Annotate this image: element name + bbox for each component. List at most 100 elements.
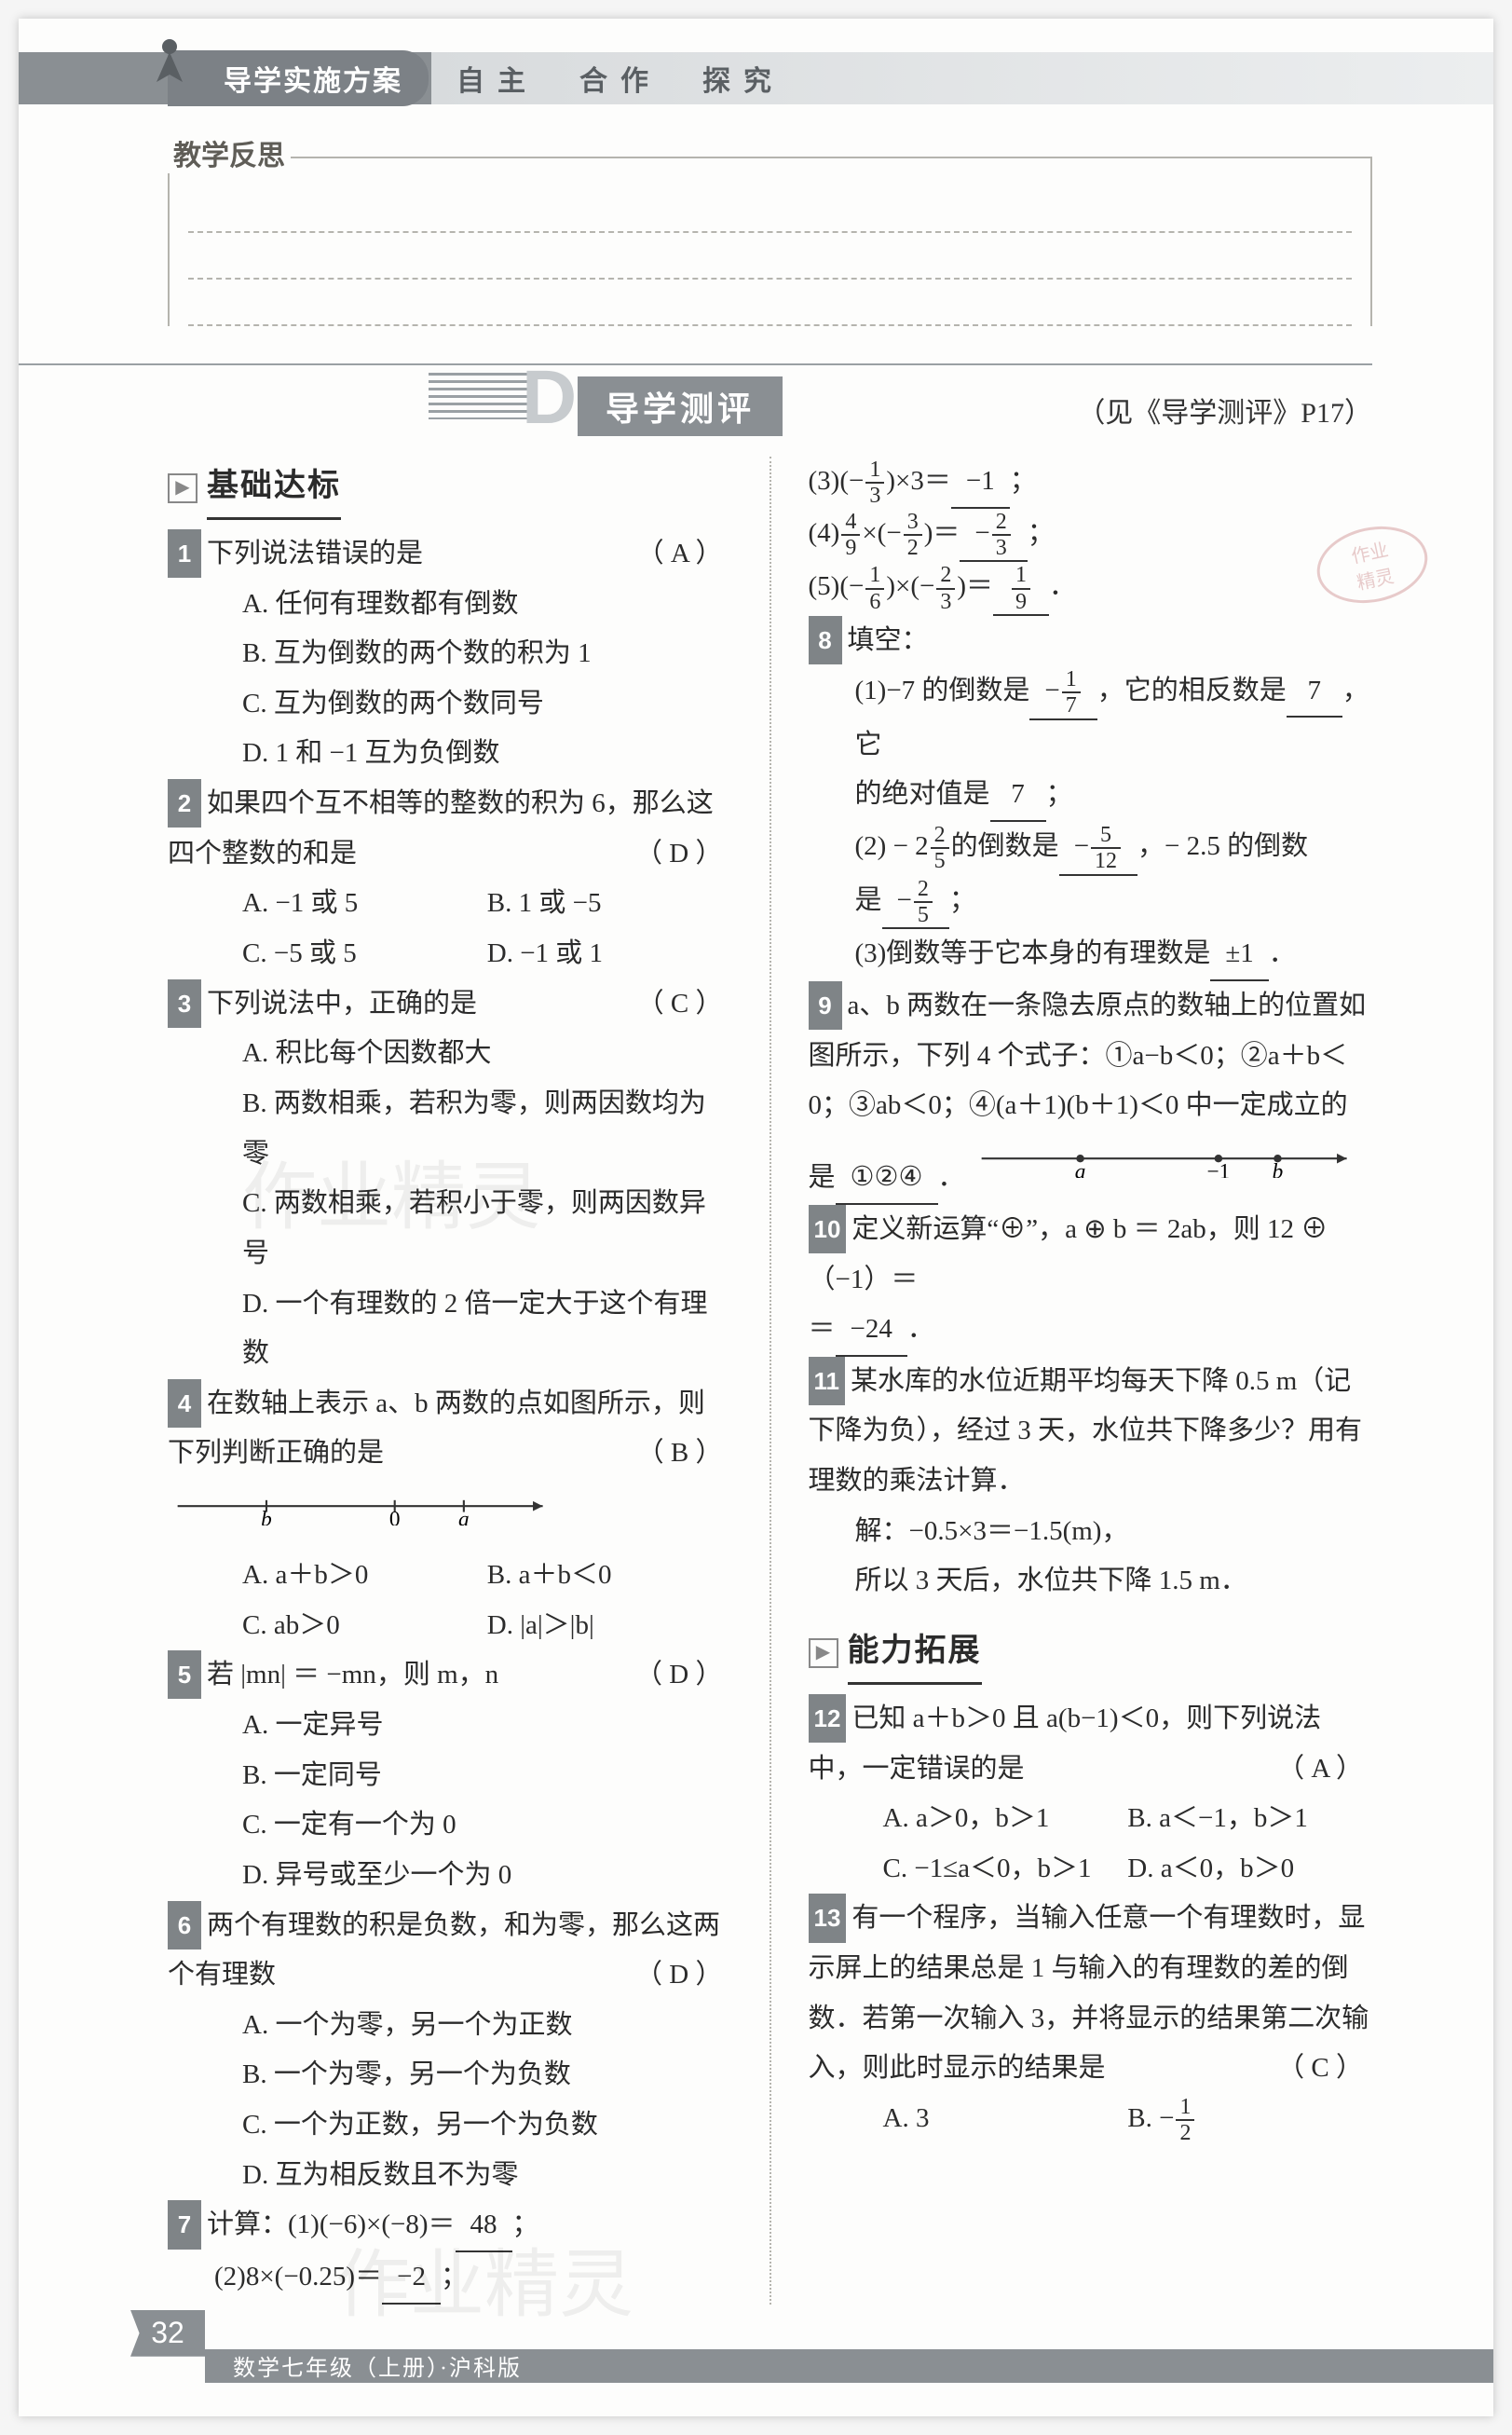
qnum-badge: 4 [168, 1379, 201, 1428]
q8-2: (2) − 225的倒数是−512，− 2.5 的倒数 是−25； [809, 822, 1373, 929]
qnum-badge: 8 [809, 616, 842, 664]
q7-a3: −1 [951, 457, 1010, 509]
section-header: D 导学测评 （见《导学测评》P17） [19, 363, 1372, 429]
q12-stem: 已知 a＋b＞0 且 a(b−1)＜0，则下列说法中，一定错误的是 [809, 1703, 1322, 1784]
q7-2: (2)8×(−0.25)＝−2； [168, 2252, 732, 2305]
qnum-badge: 11 [809, 1357, 846, 1405]
write-line [188, 186, 1352, 233]
section-title: 导学测评 [578, 376, 783, 436]
q10: 10定义新运算“⊕”，a ⊕ b ＝ 2ab，则 12 ⊕（−1）＝＝−24． [809, 1205, 1373, 1357]
q6-opt-a: A. 一个为零，另一个为正数 [168, 2001, 732, 2051]
q2-row2: C. −5 或 5 D. −1 或 1 [168, 929, 732, 979]
qnum-badge: 13 [809, 1894, 847, 1942]
q8-a1c: 7 [990, 770, 1046, 822]
q1-answer: （ A ） [637, 529, 732, 580]
q2-opt-c: C. −5 或 5 [242, 929, 487, 979]
q9: 9a、b 两数在一条隐去原点的数轴上的位置如图所示，下列 4 个式子：①a−b＜… [809, 981, 1373, 1205]
q12: 12已知 a＋b＞0 且 a(b−1)＜0，则下列说法中，一定错误的是（ A ）… [809, 1694, 1373, 1895]
q11-stem: 某水库的水位近期平均每天下降 0.5 m（记下降为负），经过 3 天，水位共下降… [809, 1366, 1363, 1496]
q4-opt-c: C. ab＞0 [242, 1601, 487, 1651]
q3-opt-b: B. 两数相乘，若积为零，则两因数均为零 [168, 1079, 732, 1179]
q12-opt-d: D. a＜0，b＞0 [1127, 1844, 1372, 1895]
page-number: 32 [130, 2310, 205, 2357]
q12-row2: C. −1≤a＜0，b＞1 D. a＜0，b＞0 [809, 1844, 1373, 1895]
stripes-icon [429, 373, 531, 419]
q13-opt-a: A. 3 [883, 2094, 1128, 2146]
q2: 2如果四个互不相等的整数的积为 6，那么这四个整数的和是（ D ） A. −1 … [168, 779, 732, 979]
q8-lead: 填空： [848, 625, 929, 655]
q7-right: (3)(−13)×3＝−1； (4)49×(−32)＝−23； (5)(−16)… [809, 457, 1373, 616]
q4-opt-b: B. a＋b＜0 [487, 1551, 732, 1601]
right-column: (3)(−13)×3＝−1； (4)49×(−32)＝−23； (5)(−16)… [809, 457, 1373, 2305]
q8-3: (3)倒数等于它本身的有理数是±1． [809, 929, 1373, 981]
svg-text:−1: −1 [1206, 1159, 1230, 1178]
q3-opt-a: A. 积比每个因数都大 [168, 1029, 732, 1079]
footer: 32 数学七年级（上册）·沪科版 [19, 2349, 1493, 2383]
write-line [188, 233, 1352, 280]
q8-a1a: −17 [1029, 666, 1097, 720]
q13-answer: （ C ） [1277, 2044, 1372, 2094]
top-banner: 导学实施方案 自主 合作 探究 [19, 52, 1493, 104]
q8-a1b: 7 [1287, 666, 1342, 718]
q11-sol2: 所以 3 天后，水位共下降 1.5 m． [809, 1556, 1373, 1607]
banner-title: 导学实施方案 [168, 50, 429, 106]
q5-answer: （ D ） [635, 1650, 731, 1701]
q12-opt-b: B. a＜−1，b＞1 [1127, 1794, 1372, 1844]
footer-text: 数学七年级（上册）·沪科版 [205, 2349, 1493, 2383]
q13-row1: A. 3 B. −12 [809, 2094, 1373, 2146]
qnum-badge: 7 [168, 2200, 201, 2249]
qnum-badge: 6 [168, 1901, 201, 1949]
reflection-frame [168, 157, 1372, 326]
q2-opt-d: D. −1 或 1 [487, 929, 732, 979]
q12-opt-c: C. −1≤a＜0，b＞1 [883, 1844, 1128, 1895]
svg-text:a: a [1075, 1159, 1086, 1178]
q6-opt-b: B. 一个为零，另一个为负数 [168, 2050, 732, 2100]
q5-opt-a: A. 一定异号 [168, 1701, 732, 1751]
column-separator [770, 457, 771, 2305]
q7-a2: −2 [382, 2252, 441, 2305]
q7-4: (4)49×(−32)＝−23； [809, 509, 1373, 563]
q5: 5若 |mn| ＝ −mn，则 m，n（ D ） A. 一定异号 B. 一定同号… [168, 1650, 732, 1900]
qnum-badge: 2 [168, 779, 201, 828]
q8: 8填空： (1)−7 的倒数是−17，它的相反数是7，它 的绝对值是7； (2)… [809, 616, 1373, 981]
extend-title: 能力拓展 [848, 1621, 982, 1685]
basics-title: 基础达标 [207, 457, 341, 520]
q6-opt-c: C. 一个为正数，另一个为负数 [168, 2100, 732, 2151]
q1-opt-a: A. 任何有理数都有倒数 [168, 580, 732, 630]
q5-stem: 若 |mn| ＝ −mn，则 m，n [207, 1660, 498, 1689]
qnum-badge: 12 [809, 1694, 847, 1743]
q10-answer: −24 [836, 1305, 907, 1357]
reflection-label: 教学反思 [168, 132, 291, 173]
write-line [188, 280, 1352, 326]
arrow-icon: ▶ [168, 473, 198, 503]
qnum-badge: 1 [168, 529, 201, 578]
q4: 4在数轴上表示 a、b 两数的点如图所示，则下列判断正确的是（ B ） b 0 … [168, 1379, 732, 1651]
left-column: ▶ 基础达标 1下列说法错误的是（ A ） A. 任何有理数都有倒数 B. 互为… [168, 457, 732, 2305]
letter-d: D [522, 354, 577, 442]
extend-label: ▶ 能力拓展 [809, 1621, 1373, 1685]
number-line-icon: b 0 a [168, 1486, 563, 1525]
number-line-icon: a −1 b [972, 1139, 1367, 1178]
q3-stem: 下列说法中，正确的是 [207, 989, 477, 1019]
q6-opt-d: D. 互为相反数且不为零 [168, 2151, 732, 2201]
q1-opt-c: C. 互为倒数的两个数同号 [168, 679, 732, 730]
q7-a1: 48 [456, 2200, 512, 2252]
q3-opt-c: C. 两数相乘，若积小于零，则两因数异号 [168, 1179, 732, 1279]
q4-opt-d: D. |a|＞|b| [487, 1601, 732, 1651]
q4-row2: C. ab＞0 D. |a|＞|b| [168, 1601, 732, 1651]
q2-answer: （ D ） [635, 829, 731, 880]
q8-a2b: −25 [882, 876, 949, 930]
section-ref: （见《导学测评》P17） [1077, 390, 1372, 431]
q2-opt-a: A. −1 或 5 [242, 879, 487, 929]
q2-opt-b: B. 1 或 −5 [487, 879, 732, 929]
q12-answer: （ A ） [1277, 1744, 1372, 1795]
q13-opt-b: B. −12 [1127, 2094, 1372, 2146]
qnum-badge: 10 [809, 1205, 847, 1253]
q7-1: 计算：(1)(−6)×(−8)＝ [207, 2209, 456, 2239]
q4-answer: （ B ） [637, 1429, 732, 1479]
q4-row1: A. a＋b＞0 B. a＋b＜0 [168, 1551, 732, 1601]
q4-opt-a: A. a＋b＞0 [242, 1551, 487, 1601]
q1-opt-d: D. 1 和 −1 互为负倒数 [168, 729, 732, 779]
svg-text:a: a [458, 1507, 470, 1525]
q7-a4: −23 [960, 509, 1027, 563]
